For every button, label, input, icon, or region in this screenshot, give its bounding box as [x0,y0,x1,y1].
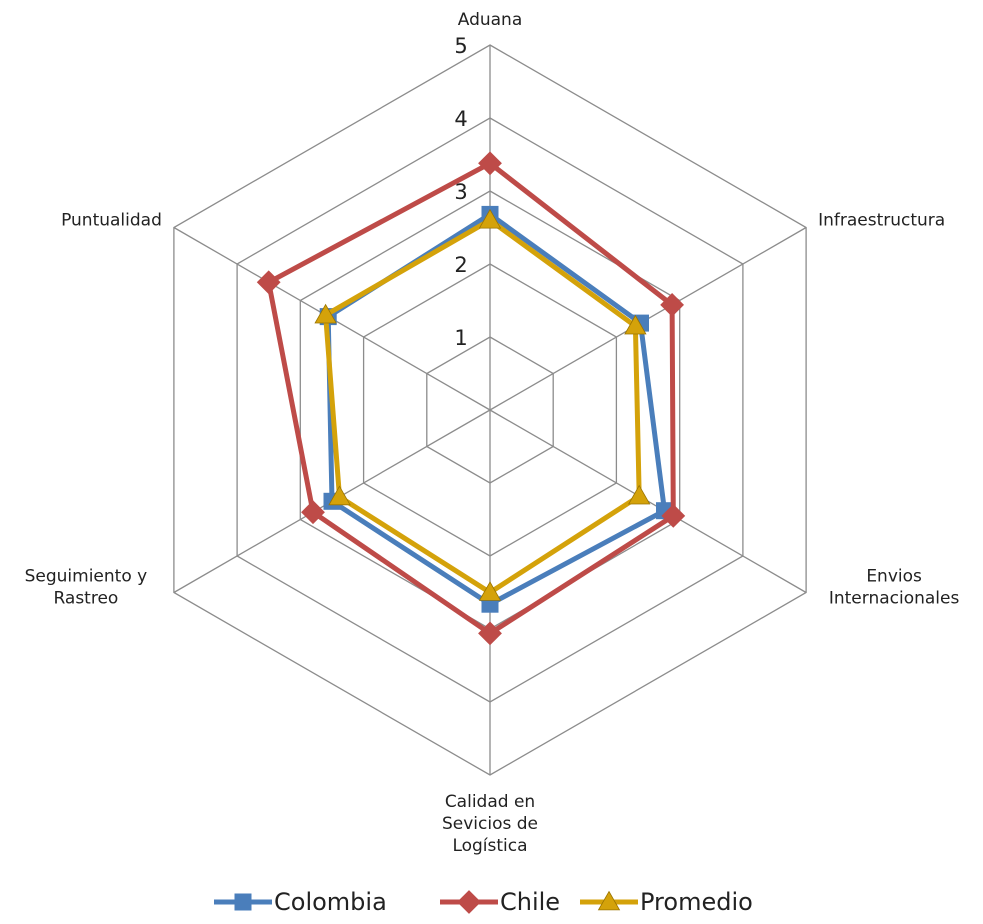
category-label: Aduana [458,10,523,30]
series-line-colombia [325,211,667,607]
tick-label: 3 [454,180,467,204]
data-point-promedio [328,485,351,506]
legend-label: Chile [500,888,560,916]
tick-label: 5 [454,34,467,58]
legend-entry-colombia: Colombia [214,888,387,916]
tick-label: 2 [454,253,467,277]
legend-marker [597,890,621,911]
legend-entry-chile: Chile [440,888,560,916]
category-label: Envios Internacionales [829,567,960,609]
data-point-promedio [628,484,651,505]
data-point-promedio [478,208,502,229]
legend-label: Promedio [640,888,753,916]
data-point-chile [256,270,281,295]
data-point-chile [661,504,686,528]
tick-label: 4 [454,107,467,131]
category-label: Calidad en Sevicios de Logística [442,792,538,856]
series-layer [256,151,686,646]
legend: Colombia Chile Promedio [214,888,753,916]
category-labels: Aduana Infraestructura Envios Internacional… [25,10,960,856]
data-point-promedio [478,581,502,601]
category-label: Seguimiento y Rastreo [25,567,148,609]
series-promedio [314,208,651,601]
data-point-promedio [314,303,337,324]
category-label: Infraestructura [818,211,945,231]
legend-marker [457,890,481,914]
data-point-chile [478,151,502,176]
data-point-chile [478,621,502,646]
data-point-chile [660,293,684,317]
data-point-promedio [624,314,647,335]
legend-label: Colombia [274,888,387,916]
legend-entry-promedio: Promedio [580,888,753,916]
series-chile [256,151,686,646]
radar-tick-labels: 1 2 3 4 5 [454,34,467,350]
tick-label: 1 [454,326,467,350]
data-point-chile [301,500,325,525]
category-label: Puntualidad [61,211,162,231]
legend-marker [234,893,252,911]
